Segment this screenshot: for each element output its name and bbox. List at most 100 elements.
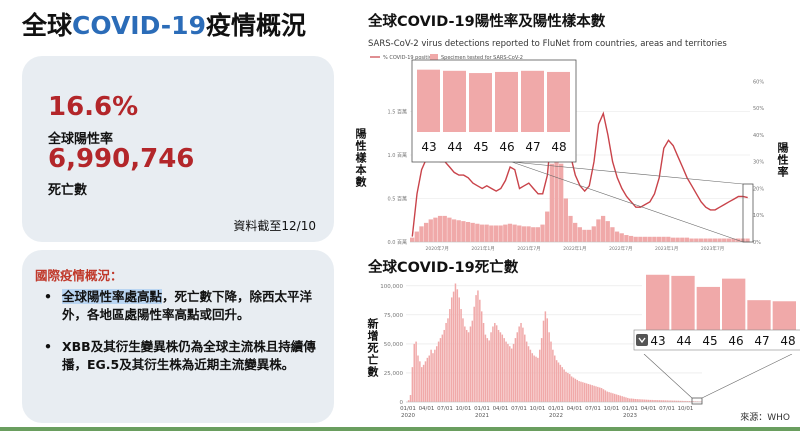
death-bar bbox=[598, 387, 601, 402]
x-tick: 01/01 2021 bbox=[474, 406, 490, 419]
inset-week-label: 48 bbox=[551, 140, 566, 154]
death-bar bbox=[608, 392, 610, 402]
death-bar bbox=[690, 401, 693, 402]
specimen-bar bbox=[535, 227, 541, 242]
death-bar bbox=[516, 332, 519, 402]
death-bar bbox=[597, 386, 599, 402]
source-label: 來源：WHO bbox=[740, 413, 790, 423]
death-bar bbox=[623, 396, 625, 402]
death-bar bbox=[673, 400, 676, 402]
specimen-bar bbox=[694, 238, 699, 242]
x-tick: 2020年7月 bbox=[426, 245, 449, 252]
specimen-bar bbox=[619, 233, 624, 242]
death-bar bbox=[520, 322, 522, 402]
specimen-bar bbox=[410, 237, 415, 242]
death-bar bbox=[464, 326, 466, 402]
inset-week-label: 46 bbox=[499, 140, 514, 154]
x-tick: 2023年1月 bbox=[655, 245, 678, 252]
death-bar bbox=[495, 325, 498, 402]
x-tick: 10/01 bbox=[456, 406, 472, 412]
death-bar bbox=[462, 318, 464, 402]
death-bar bbox=[509, 346, 511, 402]
death-bar bbox=[465, 329, 468, 402]
death-bar bbox=[625, 397, 627, 402]
zoom-box bbox=[691, 397, 703, 405]
death-bar bbox=[417, 355, 419, 402]
death-bar bbox=[647, 399, 650, 402]
x-tick: 07/01 bbox=[437, 406, 453, 412]
death-bar bbox=[452, 291, 455, 402]
death-bar bbox=[550, 341, 552, 402]
specimen-bar bbox=[568, 215, 573, 242]
death-bar bbox=[527, 346, 530, 402]
inset-bar bbox=[722, 278, 746, 330]
death-bar bbox=[524, 334, 526, 402]
death-bar bbox=[445, 322, 447, 402]
death-bar bbox=[548, 332, 550, 402]
death-bar bbox=[469, 326, 472, 402]
zoom-connector bbox=[511, 161, 744, 185]
death-bar bbox=[613, 393, 616, 402]
death-bar bbox=[658, 400, 661, 402]
death-bar bbox=[510, 348, 513, 402]
death-bar bbox=[505, 341, 507, 402]
death-bar bbox=[540, 338, 543, 402]
specimen-bar bbox=[461, 221, 466, 242]
chevron-down-icon bbox=[638, 337, 646, 344]
death-bar bbox=[471, 320, 474, 402]
death-bar bbox=[589, 384, 592, 402]
specimen-bar bbox=[642, 236, 648, 242]
chart2-title: 全球COVID-19死亡數 bbox=[368, 260, 519, 276]
death-bar bbox=[681, 400, 683, 402]
notes-list: 全球陽性率處高點，死亡數下降，除西太平洋外，各地區處陽性率高點或回升。 XBB及… bbox=[42, 288, 327, 388]
death-bar bbox=[657, 400, 659, 402]
inset-week-label: 45 bbox=[473, 140, 488, 154]
death-bar bbox=[662, 400, 665, 402]
death-bar bbox=[643, 399, 646, 402]
specimen-bar bbox=[745, 238, 750, 242]
death-bar bbox=[612, 393, 614, 402]
death-bar bbox=[591, 385, 593, 402]
death-bar bbox=[683, 400, 685, 402]
specimen-bar bbox=[433, 217, 438, 242]
zoom-connector bbox=[701, 353, 793, 399]
x-tick: 10/01 bbox=[604, 406, 620, 412]
title-main: 全球 bbox=[22, 11, 73, 40]
specimen-bar bbox=[493, 225, 499, 242]
death-bar bbox=[499, 332, 502, 402]
death-bar bbox=[578, 381, 580, 402]
death-bar bbox=[559, 364, 562, 402]
chart1-title: 全球COVID-19陽性率及陽性樣本數 bbox=[368, 14, 606, 30]
inset-week-label: 47 bbox=[754, 334, 769, 348]
note-highlight: 全球陽性率處高點 bbox=[62, 289, 163, 304]
chart1-right-axis-label: 陽性率 bbox=[776, 142, 789, 178]
y-tick: 100,000 bbox=[380, 284, 403, 290]
death-bar bbox=[664, 400, 667, 402]
x-tick: 2022年7月 bbox=[609, 245, 632, 252]
death-bar bbox=[480, 311, 483, 402]
specimen-bar bbox=[680, 237, 685, 242]
inset-week-label: 43 bbox=[421, 140, 436, 154]
death-bar bbox=[411, 367, 414, 402]
death-bar bbox=[522, 327, 524, 402]
death-bar bbox=[582, 382, 584, 402]
note-item: 全球陽性率處高點，死亡數下降，除西太平洋外，各地區處陽性率高點或回升。 bbox=[42, 288, 327, 324]
death-bar bbox=[621, 396, 623, 402]
specimen-bar bbox=[675, 237, 680, 242]
x-tick: 01/01 2020 bbox=[400, 406, 416, 419]
death-bar bbox=[437, 341, 440, 402]
death-bar bbox=[694, 401, 697, 402]
inset-bar bbox=[469, 73, 492, 132]
specimen-bar bbox=[731, 238, 736, 242]
inset-label-strip bbox=[633, 329, 800, 351]
y-tick: 50,000 bbox=[384, 342, 404, 348]
death-bar bbox=[638, 399, 640, 402]
y-tick-left: 0.5 百萬 bbox=[387, 196, 407, 203]
inset-bar bbox=[417, 69, 440, 132]
specimen-bar bbox=[559, 163, 564, 242]
death-bar bbox=[447, 318, 449, 402]
death-bar bbox=[576, 379, 578, 402]
title-highlight: COVID-19 bbox=[72, 11, 206, 40]
specimen-bar bbox=[666, 236, 671, 242]
note-text: XBB及其衍生變異株仍為全球主流株且持續傳播，EG.5及其衍生株為近期主流變異株… bbox=[62, 339, 316, 372]
